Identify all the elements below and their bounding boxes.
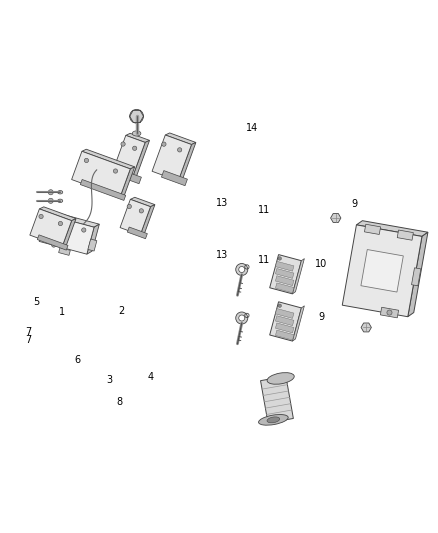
- Text: 2: 2: [118, 306, 124, 316]
- Polygon shape: [152, 135, 191, 181]
- Polygon shape: [72, 151, 130, 197]
- Ellipse shape: [93, 163, 100, 169]
- Ellipse shape: [132, 131, 141, 136]
- Polygon shape: [357, 221, 428, 237]
- Ellipse shape: [58, 199, 63, 203]
- Polygon shape: [276, 316, 294, 326]
- Polygon shape: [261, 376, 293, 423]
- Circle shape: [236, 312, 248, 324]
- Circle shape: [81, 228, 86, 232]
- Polygon shape: [364, 224, 381, 235]
- Circle shape: [39, 214, 43, 219]
- Polygon shape: [39, 207, 76, 221]
- Circle shape: [84, 158, 88, 163]
- Polygon shape: [82, 149, 135, 169]
- Polygon shape: [132, 140, 149, 179]
- Polygon shape: [140, 205, 155, 235]
- Text: 9: 9: [351, 199, 357, 209]
- Text: 9: 9: [318, 312, 324, 322]
- Polygon shape: [397, 230, 413, 240]
- Text: 11: 11: [258, 205, 270, 215]
- Polygon shape: [62, 219, 76, 247]
- Polygon shape: [88, 239, 97, 251]
- Polygon shape: [293, 259, 304, 294]
- Circle shape: [239, 315, 245, 321]
- Circle shape: [130, 109, 144, 123]
- Circle shape: [278, 304, 282, 308]
- Polygon shape: [30, 209, 72, 247]
- Ellipse shape: [267, 417, 280, 423]
- Polygon shape: [126, 133, 149, 142]
- Text: 3: 3: [106, 375, 113, 385]
- Circle shape: [162, 142, 166, 146]
- Polygon shape: [276, 269, 294, 278]
- Circle shape: [387, 310, 392, 315]
- Polygon shape: [87, 224, 99, 254]
- Polygon shape: [276, 330, 294, 340]
- Polygon shape: [276, 309, 294, 318]
- Polygon shape: [276, 261, 294, 271]
- Text: 10: 10: [315, 260, 327, 269]
- Text: 8: 8: [117, 397, 123, 407]
- Text: 7: 7: [25, 335, 31, 345]
- Polygon shape: [131, 197, 155, 207]
- Polygon shape: [120, 199, 151, 235]
- Circle shape: [139, 209, 144, 213]
- Polygon shape: [178, 142, 196, 181]
- Text: 1: 1: [59, 306, 65, 317]
- Circle shape: [236, 263, 248, 276]
- Polygon shape: [270, 302, 301, 341]
- Polygon shape: [408, 232, 428, 317]
- Polygon shape: [276, 323, 294, 333]
- Polygon shape: [276, 276, 294, 286]
- Ellipse shape: [58, 190, 63, 194]
- Circle shape: [113, 169, 118, 173]
- Ellipse shape: [258, 415, 288, 425]
- Polygon shape: [270, 255, 301, 294]
- Text: 4: 4: [147, 372, 153, 382]
- Polygon shape: [293, 306, 304, 341]
- Polygon shape: [412, 268, 421, 286]
- Circle shape: [278, 257, 282, 260]
- Polygon shape: [59, 248, 71, 255]
- Circle shape: [239, 266, 245, 272]
- Ellipse shape: [267, 373, 294, 384]
- Text: 13: 13: [216, 198, 229, 208]
- Text: 7: 7: [25, 327, 31, 337]
- Text: 14: 14: [246, 123, 258, 133]
- Polygon shape: [122, 171, 141, 184]
- Circle shape: [127, 204, 131, 208]
- Circle shape: [52, 243, 56, 247]
- Circle shape: [48, 198, 53, 204]
- Polygon shape: [361, 323, 371, 332]
- Polygon shape: [276, 283, 294, 293]
- Polygon shape: [165, 133, 196, 144]
- Text: 5: 5: [33, 297, 40, 307]
- Circle shape: [48, 190, 53, 195]
- Polygon shape: [80, 180, 126, 200]
- Polygon shape: [37, 235, 68, 250]
- Circle shape: [133, 146, 137, 150]
- Polygon shape: [39, 214, 94, 254]
- Circle shape: [121, 142, 125, 146]
- Polygon shape: [380, 307, 399, 318]
- Polygon shape: [162, 171, 187, 185]
- Polygon shape: [113, 135, 145, 179]
- Polygon shape: [342, 225, 422, 317]
- Circle shape: [58, 221, 63, 225]
- Polygon shape: [46, 212, 99, 227]
- Text: 13: 13: [216, 250, 229, 260]
- Text: 6: 6: [74, 355, 81, 365]
- Polygon shape: [361, 249, 403, 292]
- Polygon shape: [127, 227, 147, 239]
- Polygon shape: [331, 214, 341, 222]
- Text: 11: 11: [258, 255, 270, 265]
- Polygon shape: [120, 167, 135, 197]
- Circle shape: [177, 148, 182, 152]
